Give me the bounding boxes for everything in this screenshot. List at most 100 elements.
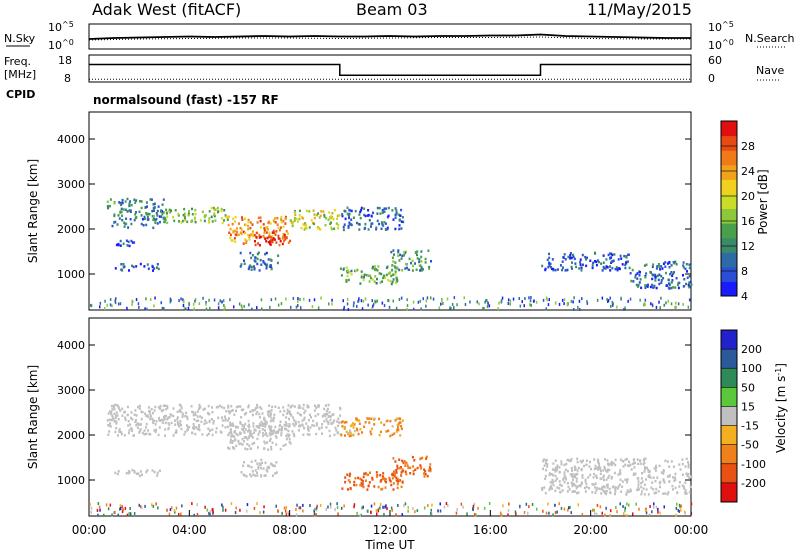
velocity-cell [172,407,175,410]
velocity-cell [208,412,211,416]
velocity-cell [355,483,358,487]
power-cell [620,257,623,260]
velocity-cell [598,464,601,468]
velocity-cell [672,488,674,491]
power-cell [186,220,189,224]
velocity-cell [111,408,114,411]
velocity-cell [227,404,230,408]
power-cell [651,277,654,281]
velocity-cell [192,423,195,426]
power-cell [109,298,112,301]
velocity-cell [315,432,318,436]
power-cell [667,262,669,265]
velocity-cell [145,432,148,436]
power-cell [191,207,193,211]
velocity-cell [337,417,340,420]
power-cell [387,278,390,282]
velocity-cell [330,505,332,509]
velocity-cell [285,437,288,441]
velocity-cell [239,442,242,445]
velocity-cell [519,504,521,508]
power-cell [265,251,268,255]
power-cell [629,297,632,301]
velocity-cell [209,512,211,516]
velocity-cell [252,422,255,425]
velocity-cell [261,431,264,435]
power-cell [653,285,656,289]
power-cell [216,206,219,210]
power-cell [453,296,456,300]
velocity-cell [107,423,110,427]
power-cell [278,243,281,247]
power-cell [119,239,122,243]
velocity-cell [252,473,255,476]
power-cell [135,211,137,214]
velocity-cell [253,506,256,510]
power-cell [427,249,430,252]
velocity-cell [119,409,122,412]
power-cell [400,208,403,212]
power-cell [665,301,667,305]
power-cell [685,282,688,286]
velocity-cell [560,506,563,510]
velocity-cell [429,468,432,471]
power-cell [563,298,566,302]
power-cell [523,304,525,308]
power-cell [244,238,247,241]
power-cell [411,259,414,263]
power-cell [255,231,258,235]
power-cell [375,226,378,229]
velocity-cell [543,464,546,467]
power-cell [658,300,660,304]
power-cell [400,296,403,300]
velocity-cell [400,485,403,489]
velocity-cell [298,404,301,407]
velocity-cell [287,435,290,438]
power-y-tick-label: 2000 [57,223,85,236]
velocity-cell [551,478,554,482]
velocity-cell [349,424,352,428]
power-cell [497,307,499,311]
power-cell [115,243,118,247]
velocity-cell [647,475,650,479]
power-cell [428,265,431,269]
velocity-cell [237,440,240,443]
velocity-cell [265,421,268,424]
velocity-cell [574,484,577,487]
velocity-cell [226,425,229,429]
power-cell [384,276,387,279]
velocity-cell [264,423,267,427]
velocity-cell [356,419,359,422]
velocity-cell [552,480,555,484]
velocity-cell [355,417,358,420]
velocity-cell [204,505,206,509]
velocity-cell [274,431,277,434]
power-cell [623,254,626,258]
velocity-cell [223,406,226,410]
velocity-cell [554,489,557,493]
velocity-cell [124,410,127,414]
power-cell [151,265,154,269]
velocity-cell [567,459,570,462]
velocity-cell [424,470,427,473]
power-cell [250,233,252,236]
velocity-cell [599,467,601,470]
power-cell [550,266,552,269]
power-cell [319,214,322,218]
power-cell [300,306,302,310]
velocity-cell [166,404,169,408]
power-cell [393,253,395,256]
power-cell [341,213,344,216]
power-cell [213,212,216,215]
velocity-cell [239,508,241,512]
power-cell [667,299,669,303]
power-cell [611,266,614,270]
x-tick-label: 00:00 [72,523,107,537]
power-cell [412,300,415,304]
velocity-cell [644,457,647,460]
power-cell [644,284,647,287]
velocity-cell [582,459,584,462]
velocity-cell [306,433,309,436]
velocity-cell [662,469,665,472]
power-cell [364,222,367,226]
